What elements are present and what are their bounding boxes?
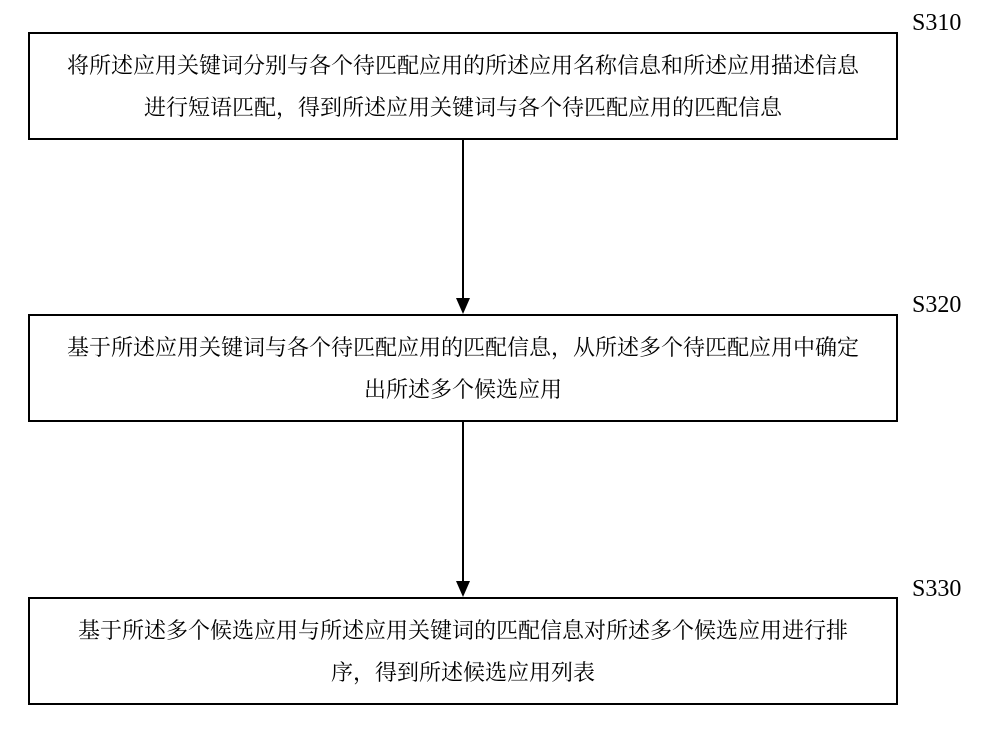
step-box-s310: 将所述应用关键词分别与各个待匹配应用的所述应用名称信息和所述应用描述信息进行短语… [28,32,898,140]
step-label-s320: S320 [912,292,961,319]
step-box-s330: 基于所述多个候选应用与所述应用关键词的匹配信息对所述多个候选应用进行排序，得到所… [28,597,898,705]
step-label-s330: S330 [912,576,961,603]
step-label-s310: S310 [912,10,961,37]
step-text: 基于所述应用关键词与各个待匹配应用的匹配信息，从所述多个待匹配应用中确定出所述多… [58,326,868,410]
flowchart-canvas: 将所述应用关键词分别与各个待匹配应用的所述应用名称信息和所述应用描述信息进行短语… [0,0,1000,743]
step-text: 基于所述多个候选应用与所述应用关键词的匹配信息对所述多个候选应用进行排序，得到所… [58,609,868,693]
step-label-text: S310 [912,10,961,36]
step-label-text: S320 [912,292,961,318]
step-text: 将所述应用关键词分别与各个待匹配应用的所述应用名称信息和所述应用描述信息进行短语… [58,44,868,128]
arrow-s320-s330 [448,422,478,597]
arrow-s310-s320 [448,140,478,314]
step-label-text: S330 [912,576,961,602]
step-box-s320: 基于所述应用关键词与各个待匹配应用的匹配信息，从所述多个待匹配应用中确定出所述多… [28,314,898,422]
